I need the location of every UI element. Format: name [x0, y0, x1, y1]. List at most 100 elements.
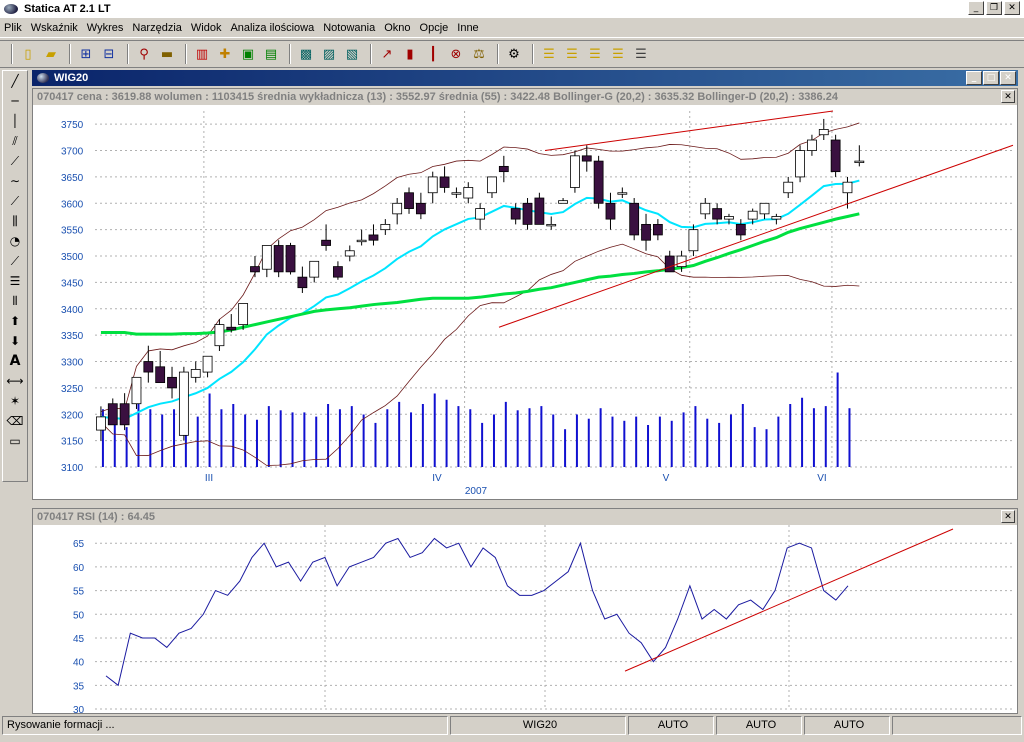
align-right-icon[interactable]: ☰ [589, 46, 601, 62]
candle-body [487, 176, 497, 194]
candlestick-icon[interactable]: ┃ [429, 46, 437, 62]
erase-all-icon[interactable]: ▭ [9, 434, 21, 448]
chart-maximize-button[interactable]: □ [983, 71, 999, 85]
speed-lines-icon[interactable]: ⟋ [10, 253, 20, 268]
trend-icon[interactable]: ▨ [322, 46, 336, 62]
app-title: Statica AT 2.1 LT [24, 3, 111, 15]
calculator-icon[interactable]: ⚖ [473, 46, 485, 62]
status-mode-1: AUTO [628, 716, 714, 735]
new-file-icon[interactable]: ▯ [24, 46, 32, 62]
hline-tool-icon[interactable]: ─ [11, 94, 19, 108]
arc-tool-icon[interactable]: ◔ [9, 234, 21, 248]
price-chart[interactable]: 3750 3700 3650 3600 3550 3500 3450 3400 3350 3300… [33, 105, 1017, 499]
menu-wykres[interactable]: Wykres [86, 21, 124, 34]
rsi-pane-close-button[interactable]: ✕ [1001, 510, 1015, 523]
candle-body [356, 239, 367, 243]
chart-close-button[interactable]: ✕ [1000, 71, 1016, 85]
hist-icon[interactable]: ▥ [195, 46, 209, 62]
arrow-up-icon[interactable]: ⬆ [9, 314, 21, 328]
minimize-button[interactable]: _ [968, 1, 984, 15]
candle-body [190, 369, 201, 378]
candle-body [119, 403, 130, 426]
candle-body [830, 139, 841, 173]
align-justify-icon[interactable]: ☰ [612, 46, 624, 62]
price-pane-close-button[interactable]: ✕ [1001, 90, 1015, 103]
wave-icon[interactable]: ▩ [299, 46, 313, 62]
candle-body [759, 202, 770, 215]
price-y-tick: 3200 [61, 410, 84, 421]
price-pane-header: 070417 cena : 3619.88 wolumen : 1103415 … [33, 89, 1017, 105]
candle-body [546, 223, 557, 227]
line-chart-icon[interactable]: ↗ [381, 46, 393, 62]
toolbar-separator [370, 44, 372, 64]
align-left-icon[interactable]: ☰ [543, 46, 555, 62]
vline-tool-icon[interactable]: │ [11, 114, 19, 128]
gann-tool-icon[interactable]: ⟋ [10, 193, 20, 208]
chart-minimize-button[interactable]: _ [966, 71, 982, 85]
unlink-icon[interactable]: ⊟ [103, 46, 115, 62]
vertical-lines-icon[interactable]: ⦀ [12, 293, 18, 308]
cross-icon[interactable]: ✚ [219, 46, 231, 62]
lower-trend-line [498, 144, 1014, 328]
curve-tool-icon[interactable]: ∼ [9, 174, 21, 188]
bar-chart-icon[interactable]: ▮ [406, 46, 414, 62]
candle-body [250, 266, 260, 273]
menu-plik[interactable]: Plik [4, 21, 22, 34]
rsi-pane[interactable]: 070417 RSI (14) : 64.45 ✕ 65 60 55 50 45 40 35… [32, 508, 1018, 714]
menu-okno[interactable]: Okno [384, 21, 411, 34]
volume-bars [101, 372, 851, 467]
settings-icon[interactable]: ⚙ [508, 46, 520, 62]
toolbar-separator [185, 44, 187, 64]
status-message: Rysowanie formacji ... [2, 716, 448, 735]
align-center-icon[interactable]: ☰ [566, 46, 578, 62]
rsi-trend-line-path [624, 528, 954, 672]
eraser-icon[interactable]: ⌫ [6, 414, 24, 428]
scale-icon[interactable]: ▣ [241, 46, 255, 62]
menu-analiza[interactable]: Analiza ilościowa [230, 21, 315, 34]
channel-tool-icon[interactable]: ⫽ [12, 133, 18, 148]
align-full-icon[interactable]: ☰ [635, 46, 647, 62]
fit-icon[interactable]: ▤ [264, 46, 278, 62]
arrow-down-icon[interactable]: ⬇ [9, 334, 21, 348]
fan-tool-icon[interactable]: ⟋ [10, 153, 20, 168]
menu-widok[interactable]: Widok [190, 21, 222, 34]
menu-opcje[interactable]: Opcje [419, 21, 449, 34]
cycles-tool-icon[interactable]: ⫼ [12, 213, 18, 228]
window-controls: _ ❐ ✕ [968, 1, 1020, 15]
candle-body [96, 416, 106, 431]
line-tool-icon[interactable]: ╱ [11, 74, 19, 88]
circle-x-icon[interactable]: ⊗ [450, 46, 462, 62]
candle-icon[interactable]: ▧ [345, 46, 359, 62]
ruler-icon[interactable]: ▬ [160, 46, 174, 62]
candle-body [641, 223, 651, 241]
candle-body [581, 155, 592, 162]
rsi-y-tick: 30 [73, 705, 85, 713]
candle-body [712, 208, 723, 220]
zoom-icon[interactable]: ⚲ [139, 46, 149, 62]
open-file-icon[interactable]: ▰ [46, 46, 56, 62]
candle-body [724, 216, 734, 220]
candle-body [771, 216, 782, 220]
restore-button[interactable]: ❐ [986, 1, 1002, 15]
rsi-chart[interactable]: 65 60 55 50 45 40 35 30 [33, 525, 1017, 713]
point-tool-icon[interactable]: ✶ [9, 394, 21, 408]
candle-body [214, 324, 225, 347]
status-mode-3: AUTO [804, 716, 890, 735]
fibo-tool-icon[interactable]: ☰ [9, 274, 21, 288]
menu-narzedzia[interactable]: Narzędzia [132, 21, 182, 34]
arrows-h-icon[interactable]: ⟷ [6, 374, 24, 388]
toolbar-separator [289, 44, 291, 64]
link-icon[interactable]: ⊞ [80, 46, 92, 62]
candle-body [238, 303, 249, 326]
candle-body [178, 371, 189, 436]
price-pane[interactable]: 070417 cena : 3619.88 wolumen : 1103415 … [32, 88, 1018, 500]
menu-notowania[interactable]: Notowania [323, 21, 376, 34]
app-titlebar: Statica AT 2.1 LT _ ❐ ✕ [0, 0, 1024, 18]
menu-wskaznik[interactable]: Wskaźnik [30, 21, 78, 34]
close-button[interactable]: ✕ [1004, 1, 1020, 15]
menu-inne[interactable]: Inne [457, 21, 479, 34]
candle-body [475, 208, 486, 220]
candle-body [854, 160, 865, 164]
price-y-tick: 3300 [61, 358, 84, 369]
text-tool-icon[interactable]: A [9, 353, 21, 369]
